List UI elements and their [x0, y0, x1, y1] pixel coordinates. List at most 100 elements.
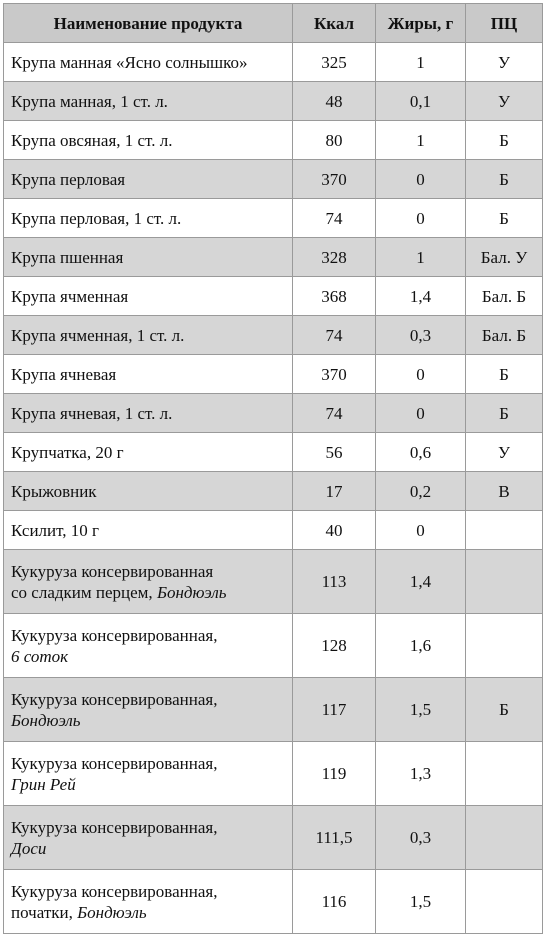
cell-name: Крупа ячневая, 1 ст. л. — [3, 393, 293, 433]
brand-name: Бондюэль — [11, 710, 81, 730]
cell-pc: Бал. У — [465, 237, 543, 277]
cell-kcal: 74 — [292, 315, 376, 355]
cell-name: Крупа ячневая — [3, 354, 293, 394]
cell-fat: 1 — [375, 120, 466, 160]
cell-name: Крупа овсяная, 1 ст. л. — [3, 120, 293, 160]
cell-pc: Б — [465, 393, 543, 433]
cell-name: Кукуруза консервированная, Грин Рей — [3, 741, 293, 806]
cell-fat: 1,6 — [375, 613, 466, 678]
cell-pc: У — [465, 432, 543, 472]
cell-pc: Бал. Б — [465, 315, 543, 355]
table-row: Крупа овсяная, 1 ст. л. 80 1 Б — [3, 120, 543, 160]
name-brand-prefix: со сладким перцем, — [11, 582, 157, 602]
table-row: Крупа перловая, 1 ст. л. 74 0 Б — [3, 198, 543, 238]
cell-kcal: 56 — [292, 432, 376, 472]
table-row: Кукуруза консервированная, Грин Рей 119 1… — [3, 741, 543, 806]
cell-fat: 0,2 — [375, 471, 466, 511]
cell-name: Крупа ячменная, 1 ст. л. — [3, 315, 293, 355]
table-row: Крупа манная «Ясно солнышко» 325 1 У — [3, 42, 543, 82]
cell-name: Крупчатка, 20 г — [3, 432, 293, 472]
table-row: Кукуруза консервированная, Бондюэль 117 1… — [3, 677, 543, 742]
table-row: Крупа ячневая, 1 ст. л. 74 0 Б — [3, 393, 543, 433]
brand-name: Бондюэль — [156, 582, 227, 602]
name-line-1: Кукуруза консервированная, — [11, 753, 218, 773]
cell-fat: 0 — [375, 393, 466, 433]
cell-kcal: 80 — [292, 120, 376, 160]
cell-fat: 0 — [375, 510, 466, 550]
cell-kcal: 119 — [292, 741, 376, 806]
cell-fat: 1,5 — [375, 677, 466, 742]
cell-pc: Б — [465, 677, 543, 742]
cell-kcal: 40 — [292, 510, 376, 550]
cell-pc: В — [465, 471, 543, 511]
cell-fat: 0,6 — [375, 432, 466, 472]
cell-pc: У — [465, 81, 543, 121]
table-row: Крупа ячневая 370 0 Б — [3, 354, 543, 394]
cell-kcal: 370 — [292, 354, 376, 394]
nutrition-table: Наименование продукта Ккал Жиры, г ПЦ Кр… — [3, 3, 543, 934]
cell-name: Кукуруза консервированная, початки, Бондю… — [3, 869, 293, 934]
name-line-1: Кукуруза консервированная, — [11, 625, 218, 645]
table-row: Кукуруза консервированная со сладким перц… — [3, 549, 543, 614]
brand-name: 6 соток — [11, 646, 69, 666]
cell-fat: 1,4 — [375, 549, 466, 614]
cell-pc: Б — [465, 120, 543, 160]
cell-name: Крыжовник — [3, 471, 293, 511]
table-row: Кукуруза консервированная, 6 соток 128 1,… — [3, 613, 543, 678]
cell-fat: 1 — [375, 237, 466, 277]
cell-fat: 1,5 — [375, 869, 466, 934]
header-fat: Жиры, г — [375, 3, 466, 43]
cell-kcal: 74 — [292, 393, 376, 433]
header-pc: ПЦ — [465, 3, 543, 43]
cell-pc: Б — [465, 354, 543, 394]
cell-fat: 1,4 — [375, 276, 466, 316]
cell-kcal: 116 — [292, 869, 376, 934]
table-row: Ксилит, 10 г 40 0 — [3, 510, 543, 550]
cell-fat: 0,3 — [375, 315, 466, 355]
name-line-1: Кукуруза консервированная — [11, 561, 214, 581]
table-row: Кукуруза консервированная, Доси 111,5 0,3 — [3, 805, 543, 870]
name-line-1: Кукуруза консервированная, — [11, 817, 218, 837]
name-line-1: Кукуруза консервированная, — [11, 881, 218, 901]
cell-fat: 1 — [375, 42, 466, 82]
cell-pc: У — [465, 42, 543, 82]
cell-pc — [465, 613, 543, 678]
name-brand-prefix: початки, — [11, 902, 78, 922]
cell-pc — [465, 510, 543, 550]
cell-pc: Б — [465, 198, 543, 238]
cell-pc — [465, 869, 543, 934]
header-product-name: Наименование продукта — [3, 3, 293, 43]
cell-kcal: 117 — [292, 677, 376, 742]
brand-name: Грин Рей — [11, 774, 76, 794]
cell-kcal: 113 — [292, 549, 376, 614]
cell-name: Крупа перловая, 1 ст. л. — [3, 198, 293, 238]
cell-kcal: 74 — [292, 198, 376, 238]
cell-kcal: 111,5 — [292, 805, 376, 870]
cell-kcal: 328 — [292, 237, 376, 277]
cell-fat: 0 — [375, 159, 466, 199]
cell-kcal: 17 — [292, 471, 376, 511]
cell-name: Кукуруза консервированная, Бондюэль — [3, 677, 293, 742]
table-row: Крупчатка, 20 г 56 0,6 У — [3, 432, 543, 472]
table-row: Крупа ячменная 368 1,4 Бал. Б — [3, 276, 543, 316]
cell-name: Крупа пшенная — [3, 237, 293, 277]
cell-kcal: 48 — [292, 81, 376, 121]
cell-name: Крупа перловая — [3, 159, 293, 199]
cell-pc: Б — [465, 159, 543, 199]
cell-pc — [465, 741, 543, 806]
cell-name: Кукуруза консервированная со сладким перц… — [3, 549, 293, 614]
cell-name: Крупа ячменная — [3, 276, 293, 316]
table-row: Крупа ячменная, 1 ст. л. 74 0,3 Бал. Б — [3, 315, 543, 355]
cell-fat: 1,3 — [375, 741, 466, 806]
cell-name: Крупа манная, 1 ст. л. — [3, 81, 293, 121]
table-row: Крупа перловая 370 0 Б — [3, 159, 543, 199]
cell-name: Кукуруза консервированная, Доси — [3, 805, 293, 870]
cell-pc: Бал. Б — [465, 276, 543, 316]
cell-name: Кукуруза консервированная, 6 соток — [3, 613, 293, 678]
cell-fat: 0 — [375, 354, 466, 394]
cell-kcal: 368 — [292, 276, 376, 316]
cell-fat: 0 — [375, 198, 466, 238]
table-row: Кукуруза консервированная, початки, Бондю… — [3, 869, 543, 934]
cell-pc — [465, 805, 543, 870]
